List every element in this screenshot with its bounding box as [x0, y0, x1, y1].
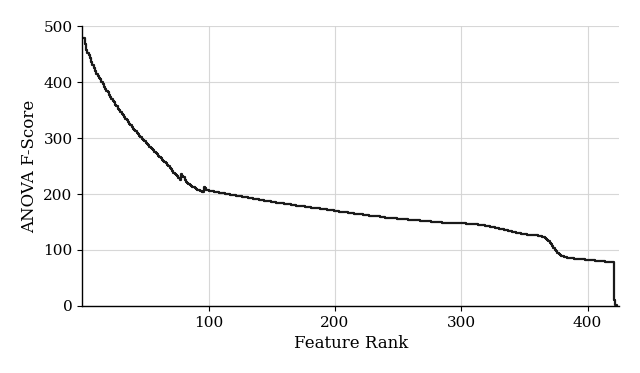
Y-axis label: ANOVA F-Score: ANOVA F-Score [21, 100, 38, 233]
X-axis label: Feature Rank: Feature Rank [294, 335, 408, 352]
